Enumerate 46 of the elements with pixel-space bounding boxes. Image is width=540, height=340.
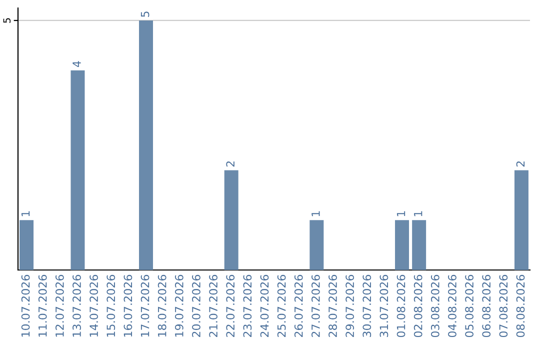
bar [395, 220, 409, 270]
x-tick-label: 11.07.2026 [38, 274, 47, 337]
bar [224, 170, 238, 270]
bar [70, 70, 85, 270]
x-tick-label: 18.07.2026 [158, 274, 166, 337]
x-tick-label: 25.07.2026 [277, 274, 286, 337]
x-tick-label: 31.07.2026 [380, 274, 388, 337]
bar [20, 220, 34, 270]
bar [310, 220, 324, 270]
x-tick-label: 07.08.2026 [499, 274, 508, 338]
x-tick-label: 22.07.2026 [226, 274, 235, 337]
data-label: 1 [22, 211, 30, 216]
x-tick-label: 15.07.2026 [106, 274, 116, 337]
x-tick-label: 04.08.2026 [448, 274, 456, 338]
x-tick-label: 19.07.2026 [174, 274, 184, 337]
x-tick-label: 24.07.2026 [260, 274, 269, 337]
x-tick-label: 08.08.2026 [516, 274, 525, 338]
x-tick-label: 28.07.2026 [328, 274, 337, 337]
x-tick-label: 30.07.2026 [362, 274, 372, 337]
data-label: 2 [226, 161, 234, 167]
x-tick-label: 29.07.2026 [346, 274, 354, 337]
data-label: 1 [396, 211, 406, 216]
data-label: 1 [414, 211, 422, 216]
x-tick-label: 10.07.2026 [21, 274, 30, 337]
x-tick-label: 16.07.2026 [124, 274, 132, 337]
data-label: 2 [516, 161, 525, 167]
x-tick-label: 17.07.2026 [140, 274, 150, 337]
x-tick-label: 03.08.2026 [430, 274, 440, 338]
x-tick-label: 14.07.2026 [90, 274, 98, 337]
x-tick-label: 13.07.2026 [72, 274, 81, 337]
x-tick-label: 12.07.2026 [55, 274, 64, 337]
bar [139, 20, 153, 270]
bar [412, 220, 426, 270]
x-tick-label: 23.07.2026 [243, 274, 252, 337]
x-tick-label: 27.07.2026 [311, 274, 320, 337]
x-tick-label: 26.07.2026 [294, 274, 303, 337]
x-tick-label: 21.07.2026 [209, 274, 218, 337]
data-label: 1 [312, 211, 320, 216]
x-tick-label: 01.08.2026 [396, 274, 406, 338]
x-tick-label: 20.07.2026 [192, 274, 200, 337]
x-tick-label: 02.08.2026 [414, 274, 422, 338]
bar [514, 170, 528, 270]
data-label: 5 [140, 12, 150, 17]
x-tick-label: 05.08.2026 [465, 274, 474, 338]
data-label: 4 [72, 61, 81, 68]
x-tick-label: 06.08.2026 [482, 274, 491, 338]
